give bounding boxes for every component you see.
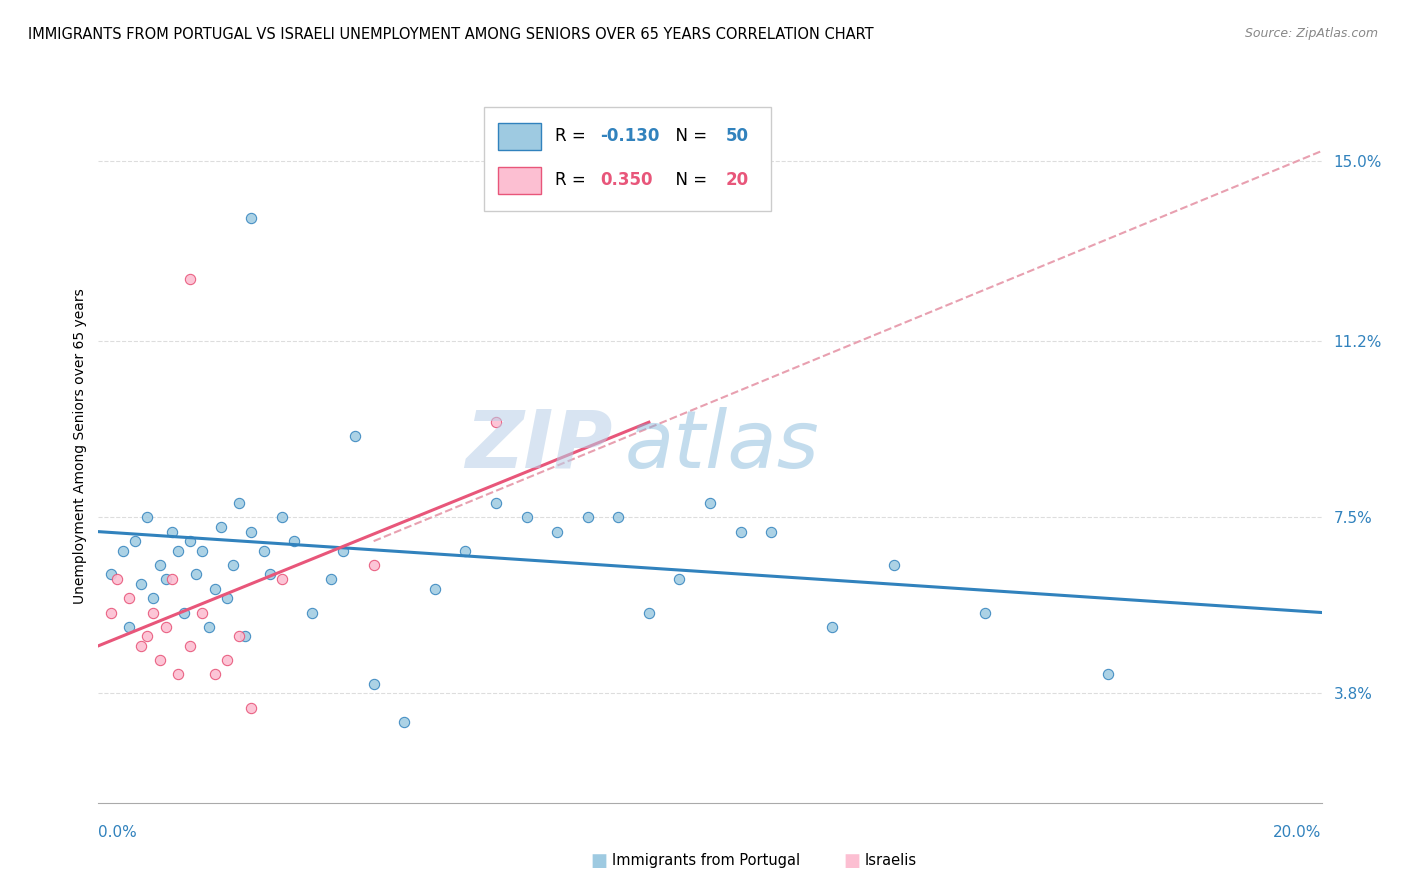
Point: [191, 543, 214, 558]
Point: [118, 591, 141, 606]
Point: [240, 524, 263, 539]
Point: [344, 429, 367, 443]
Point: [209, 520, 232, 534]
Point: [761, 524, 783, 539]
Point: [136, 629, 159, 643]
Point: [699, 496, 721, 510]
Point: [485, 496, 508, 510]
Point: [179, 272, 201, 286]
Text: ZIP: ZIP: [465, 407, 612, 485]
Point: [118, 620, 141, 634]
Point: [576, 510, 599, 524]
Point: [252, 543, 274, 558]
Point: [423, 582, 446, 596]
Point: [197, 620, 219, 634]
Y-axis label: Unemployment Among Seniors over 65 years: Unemployment Among Seniors over 65 years: [73, 288, 87, 604]
Point: [546, 524, 568, 539]
Point: [240, 211, 263, 225]
Point: [222, 558, 245, 572]
Point: [259, 567, 281, 582]
Point: [215, 591, 238, 606]
Point: [883, 558, 905, 572]
Text: 20.0%: 20.0%: [1274, 825, 1322, 840]
FancyBboxPatch shape: [484, 107, 772, 211]
Point: [149, 558, 172, 572]
Point: [167, 667, 190, 681]
Point: [186, 567, 208, 582]
Point: [204, 667, 226, 681]
Point: [111, 543, 134, 558]
Point: [332, 543, 354, 558]
Point: [516, 510, 538, 524]
Point: [160, 572, 183, 586]
Point: [270, 510, 294, 524]
Text: R =: R =: [555, 171, 591, 189]
Text: 0.350: 0.350: [600, 171, 652, 189]
Point: [179, 534, 201, 549]
Point: [155, 572, 177, 586]
Point: [100, 606, 122, 620]
Point: [668, 572, 690, 586]
Point: [142, 591, 165, 606]
Point: [124, 534, 146, 549]
Point: [149, 653, 172, 667]
Point: [730, 524, 752, 539]
Point: [233, 629, 256, 643]
Point: [173, 606, 195, 620]
Point: [142, 606, 165, 620]
Point: [607, 510, 630, 524]
Text: Israelis: Israelis: [865, 854, 917, 868]
Point: [454, 543, 477, 558]
Point: [283, 534, 305, 549]
Text: 50: 50: [725, 127, 749, 145]
Point: [301, 606, 323, 620]
Point: [270, 572, 294, 586]
Text: R =: R =: [555, 127, 591, 145]
Point: [215, 653, 238, 667]
Text: Source: ZipAtlas.com: Source: ZipAtlas.com: [1244, 27, 1378, 40]
Point: [136, 510, 159, 524]
Point: [228, 629, 250, 643]
Point: [160, 524, 183, 539]
Point: [129, 577, 152, 591]
Point: [363, 677, 385, 691]
Point: [974, 606, 997, 620]
Point: [821, 620, 844, 634]
Text: atlas: atlas: [624, 407, 820, 485]
Text: -0.130: -0.130: [600, 127, 659, 145]
Point: [167, 543, 190, 558]
Point: [100, 567, 122, 582]
Point: [363, 558, 385, 572]
Point: [191, 606, 214, 620]
Point: [1097, 667, 1119, 681]
Text: IMMIGRANTS FROM PORTUGAL VS ISRAELI UNEMPLOYMENT AMONG SENIORS OVER 65 YEARS COR: IMMIGRANTS FROM PORTUGAL VS ISRAELI UNEM…: [28, 27, 873, 42]
Text: N =: N =: [665, 171, 713, 189]
Point: [228, 496, 250, 510]
Point: [105, 572, 128, 586]
Text: ■: ■: [591, 852, 607, 870]
Point: [240, 700, 263, 714]
Point: [204, 582, 226, 596]
Point: [319, 572, 342, 586]
Point: [129, 639, 152, 653]
Text: ■: ■: [844, 852, 860, 870]
Point: [155, 620, 177, 634]
Bar: [498, 123, 541, 150]
Text: 0.0%: 0.0%: [98, 825, 138, 840]
Point: [179, 639, 201, 653]
Text: N =: N =: [665, 127, 713, 145]
Point: [485, 415, 508, 429]
Text: Immigrants from Portugal: Immigrants from Portugal: [612, 854, 800, 868]
Bar: [498, 167, 541, 194]
Text: 20: 20: [725, 171, 749, 189]
Point: [392, 714, 416, 729]
Point: [638, 606, 661, 620]
